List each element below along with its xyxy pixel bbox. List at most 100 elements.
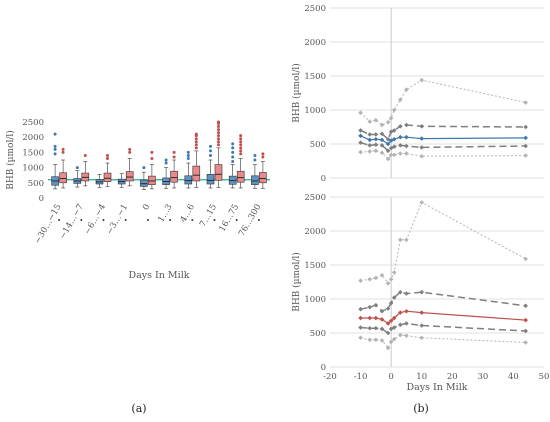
data-point [391, 152, 397, 158]
series-line [360, 201, 526, 285]
outlier-point [239, 149, 243, 153]
data-point [523, 143, 528, 149]
x-tick-label: -20 [323, 372, 337, 382]
data-point [367, 304, 373, 310]
series-line [360, 322, 526, 335]
box [214, 164, 223, 181]
x-tick-mark [257, 219, 260, 221]
box [125, 171, 134, 182]
data-point [419, 310, 425, 315]
outlier-point [194, 132, 198, 136]
outlier-point [61, 147, 65, 151]
y-tick-label: 500 [310, 329, 326, 339]
data-point [367, 315, 373, 321]
y-tick-label: 1500 [304, 72, 326, 82]
box [170, 170, 178, 183]
data-point [404, 87, 409, 92]
x-tick-mark [213, 219, 216, 221]
data-point [358, 335, 363, 341]
outlier-point [150, 150, 154, 154]
data-point [388, 318, 394, 324]
data-point [367, 325, 373, 331]
outlier-point [239, 143, 243, 147]
x-tick-mark [102, 219, 105, 221]
outlier-point [128, 150, 132, 154]
data-point [523, 135, 528, 141]
series-line [360, 79, 526, 126]
x-axis-label: Days In Milk [129, 270, 190, 281]
y-tick-label: 500 [310, 140, 326, 150]
box [59, 172, 67, 184]
data-point [391, 107, 397, 113]
data-point [523, 340, 528, 345]
data-point [385, 281, 391, 286]
x-tick-mark [80, 219, 83, 221]
data-point [404, 237, 409, 243]
y-tick-label: 0 [321, 363, 326, 373]
outlier-point [239, 146, 243, 150]
data-point [367, 132, 373, 137]
x-tick-mark [191, 219, 194, 221]
data-point [398, 322, 403, 328]
panel-a: 0 500 1000 1500 2000 2500 BHB (µmol/l) −30…−15−… [5, 118, 270, 415]
data-point [358, 278, 363, 283]
x-tick-label: 40 [508, 372, 519, 382]
data-point [523, 100, 528, 105]
data-point [367, 337, 373, 343]
outlier-point [150, 156, 154, 160]
outlier-point [106, 156, 109, 160]
y-tick-label: 500 [28, 179, 44, 189]
data-point [404, 321, 409, 326]
y-tick-label: 2000 [304, 38, 326, 48]
outlier-point [53, 147, 57, 151]
data-point [388, 276, 394, 282]
outlier-point [217, 125, 220, 129]
data-point [419, 77, 425, 83]
y-tick-label: 2000 [22, 133, 44, 143]
data-point [398, 237, 403, 243]
series-line [360, 291, 526, 313]
outlier-point [194, 143, 198, 147]
data-point [398, 143, 403, 148]
outlier-point [231, 150, 235, 154]
data-point [404, 122, 409, 128]
data-point [388, 339, 394, 345]
x-tick-label: 1…3 [156, 203, 174, 225]
outlier-point [217, 143, 220, 147]
y-axis-label: BHB (µmol/l) [291, 63, 302, 123]
x-tick-label: 7…15 [198, 203, 219, 229]
data-point [373, 136, 379, 142]
outlier-point [186, 156, 190, 160]
series-line [360, 310, 526, 325]
outlier-point [194, 137, 198, 141]
outlier-point [142, 166, 146, 170]
y-tick-label: 1000 [304, 295, 326, 305]
data-point [404, 291, 409, 296]
outlier-point [53, 132, 57, 136]
data-point [358, 110, 363, 116]
outlier-point [217, 131, 220, 135]
data-point [379, 338, 385, 343]
data-point [373, 302, 379, 308]
data-point [385, 148, 391, 154]
data-point [367, 143, 373, 148]
y-tick-label: 1500 [22, 148, 44, 158]
outlier-point [209, 153, 212, 157]
data-point [404, 151, 409, 156]
outlier-point [186, 153, 190, 157]
x-tick-label: 0 [141, 203, 152, 213]
box [140, 179, 148, 187]
data-point [385, 119, 391, 125]
outlier-point [164, 161, 168, 165]
data-point [523, 317, 528, 323]
outlier-point [172, 150, 176, 154]
data-point [388, 115, 394, 121]
box [184, 175, 193, 185]
y-tick-label: 0 [39, 194, 44, 204]
data-point [367, 119, 373, 124]
outlier-point [217, 137, 220, 141]
x-tick-label: 4…6 [179, 203, 197, 225]
series-line [360, 334, 526, 349]
data-point [523, 256, 528, 262]
data-point [419, 289, 425, 295]
